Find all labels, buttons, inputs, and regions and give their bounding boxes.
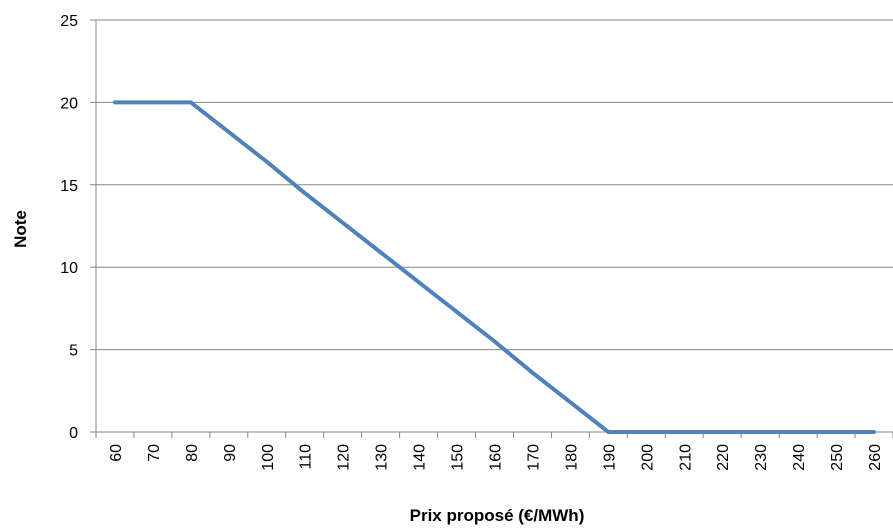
- y-axis-title: Note: [11, 210, 30, 248]
- x-tick-label: 130: [374, 444, 391, 471]
- x-axis-title: Prix proposé (€/MWh): [410, 506, 585, 525]
- grid-lines: [96, 19, 893, 351]
- y-tick-label: 0: [69, 425, 78, 442]
- x-tick-label: 200: [639, 444, 656, 471]
- y-tick-label: 20: [60, 95, 78, 112]
- x-tick-label: 190: [601, 444, 618, 471]
- x-tick-labels: 60 70 80 90 100 110 120 130 140 150 160 170 180 190 20…: [108, 444, 884, 471]
- x-tick-label: 240: [791, 444, 808, 471]
- x-tick-label: 250: [829, 444, 846, 471]
- x-tick-label: 120: [336, 444, 353, 471]
- x-tick-label: 180: [563, 444, 580, 471]
- x-tick-label: 110: [298, 444, 315, 470]
- x-tick-label: 220: [715, 444, 732, 471]
- x-tick-label: 260: [867, 444, 884, 471]
- x-tick-label: 60: [108, 444, 125, 462]
- y-tick-label: 15: [60, 178, 78, 195]
- x-tick-label: 230: [753, 444, 770, 471]
- y-tick-label: 10: [60, 260, 78, 277]
- x-tick-label: 170: [525, 444, 542, 471]
- axes: [90, 19, 893, 438]
- x-tick-label: 150: [450, 444, 467, 471]
- x-tick-label: 100: [260, 444, 277, 471]
- x-tick-label: 160: [488, 444, 505, 471]
- x-tick-label: 90: [222, 444, 239, 462]
- y-tick-label: 5: [69, 343, 78, 360]
- x-tick-label: 80: [184, 444, 201, 462]
- y-tick-label: 25: [60, 13, 78, 30]
- x-tick-label: 70: [146, 444, 163, 462]
- y-tick-labels: 0 5 10 15 20 25: [60, 13, 78, 442]
- x-tick-label: 210: [677, 444, 694, 471]
- series-group: [112, 100, 877, 434]
- x-tick-label: 140: [412, 444, 429, 471]
